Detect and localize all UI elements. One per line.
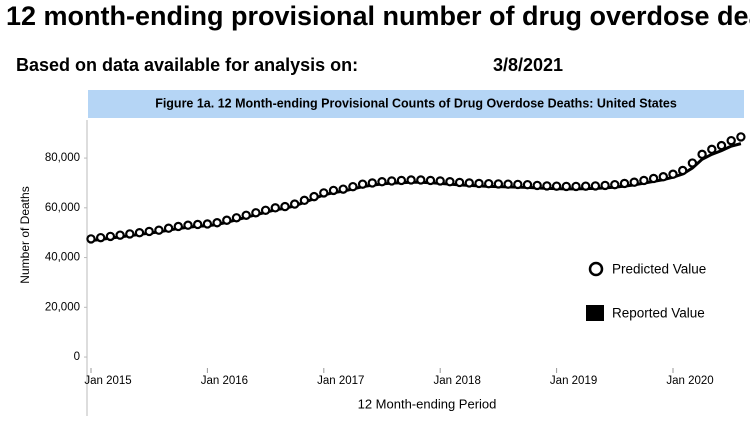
- predicted-point: [736, 132, 746, 142]
- predicted-point: [319, 188, 329, 198]
- legend-marker: [586, 305, 604, 321]
- predicted-point: [95, 232, 106, 243]
- y-axis-label: Number of Deaths: [18, 186, 32, 283]
- predicted-point: [115, 230, 125, 240]
- y-tick-label: 60,000: [45, 202, 80, 214]
- predicted-point: [707, 144, 717, 155]
- y-tick-label: 20,000: [45, 301, 80, 313]
- predicted-point: [212, 218, 222, 228]
- predicted-point: [299, 195, 310, 206]
- predicted-point: [202, 219, 213, 229]
- page-title: 12 month-ending provisional number of dr…: [6, 1, 750, 31]
- y-tick-label: 40,000: [45, 252, 80, 264]
- predicted-point: [668, 169, 678, 179]
- predicted-point: [134, 227, 145, 238]
- legend-label: Predicted Value: [612, 262, 706, 277]
- predicted-point: [454, 177, 465, 188]
- predicted-point: [697, 149, 707, 160]
- predicted-point: [163, 223, 174, 233]
- date: 3/8/2021: [493, 55, 563, 75]
- predicted-point: [396, 175, 407, 186]
- predicted-point: [241, 210, 251, 220]
- predicted-point: [357, 179, 368, 189]
- predicted-point: [726, 135, 736, 146]
- predicted-point: [154, 225, 164, 235]
- predicted-point: [571, 181, 581, 192]
- predicted-point: [522, 179, 533, 190]
- y-tick-label: 80,000: [45, 152, 80, 164]
- predicted-point: [183, 220, 193, 230]
- predicted-point: [338, 184, 348, 194]
- chart-title: Figure 1a. 12 Month-ending Provisional C…: [155, 96, 677, 110]
- predicted-point: [513, 179, 523, 190]
- predicted-point: [387, 176, 397, 186]
- predicted-point: [367, 178, 377, 188]
- y-tick-label: 0: [74, 351, 80, 363]
- predicted-point: [173, 221, 183, 232]
- predicted-point: [406, 175, 416, 185]
- predicted-point: [270, 203, 280, 213]
- predicted-point: [484, 178, 494, 189]
- predicted-point: [328, 185, 339, 196]
- predicted-point: [144, 226, 154, 237]
- legend-marker: [588, 261, 604, 277]
- predicted-point: [464, 178, 474, 188]
- legend-label: Reported Value: [612, 306, 705, 321]
- predicted-point: [425, 175, 436, 186]
- predicted-point: [678, 165, 688, 176]
- x-tick-label: Jan 2019: [550, 375, 597, 387]
- x-tick-label: Jan 2018: [434, 375, 481, 387]
- predicted-point: [309, 191, 319, 202]
- predicted-point: [105, 231, 116, 242]
- x-tick-label: Jan 2015: [84, 375, 131, 387]
- predicted-point: [377, 176, 387, 187]
- predicted-point: [348, 181, 358, 192]
- predicted-point: [561, 181, 572, 192]
- predicted-point: [532, 180, 542, 191]
- predicted-point: [629, 177, 639, 187]
- x-tick-label: Jan 2016: [201, 375, 248, 387]
- predicted-point: [619, 178, 630, 189]
- predicted-point: [581, 181, 591, 191]
- predicted-point: [493, 179, 504, 189]
- x-axis-label: 12 Month-ending Period: [358, 396, 497, 411]
- predicted-point: [542, 181, 552, 191]
- predicted-point: [474, 178, 484, 189]
- title-banner: [88, 90, 744, 118]
- predicted-point: [290, 199, 300, 209]
- predicted-point: [716, 140, 727, 151]
- predicted-point: [590, 181, 601, 191]
- x-tick-label: Jan 2017: [317, 375, 364, 387]
- predicted-point: [435, 176, 445, 186]
- predicted-point: [610, 179, 620, 190]
- predicted-point: [648, 173, 659, 184]
- predicted-point: [86, 234, 96, 244]
- predicted-point: [260, 205, 271, 216]
- subtitle: Based on data available for analysis on:: [16, 55, 358, 75]
- predicted-point: [251, 208, 261, 218]
- predicted-point: [416, 175, 426, 185]
- predicted-point: [222, 215, 232, 225]
- predicted-point: [125, 229, 135, 239]
- predicted-point: [445, 176, 455, 187]
- predicted-point: [192, 219, 203, 230]
- predicted-point: [503, 179, 513, 189]
- predicted-point: [658, 172, 669, 182]
- predicted-point: [600, 180, 610, 191]
- predicted-point: [231, 213, 242, 223]
- predicted-point: [551, 181, 562, 191]
- predicted-point: [639, 175, 649, 186]
- predicted-point: [280, 201, 290, 212]
- predicted-point: [687, 158, 698, 168]
- x-tick-label: Jan 2020: [666, 375, 713, 387]
